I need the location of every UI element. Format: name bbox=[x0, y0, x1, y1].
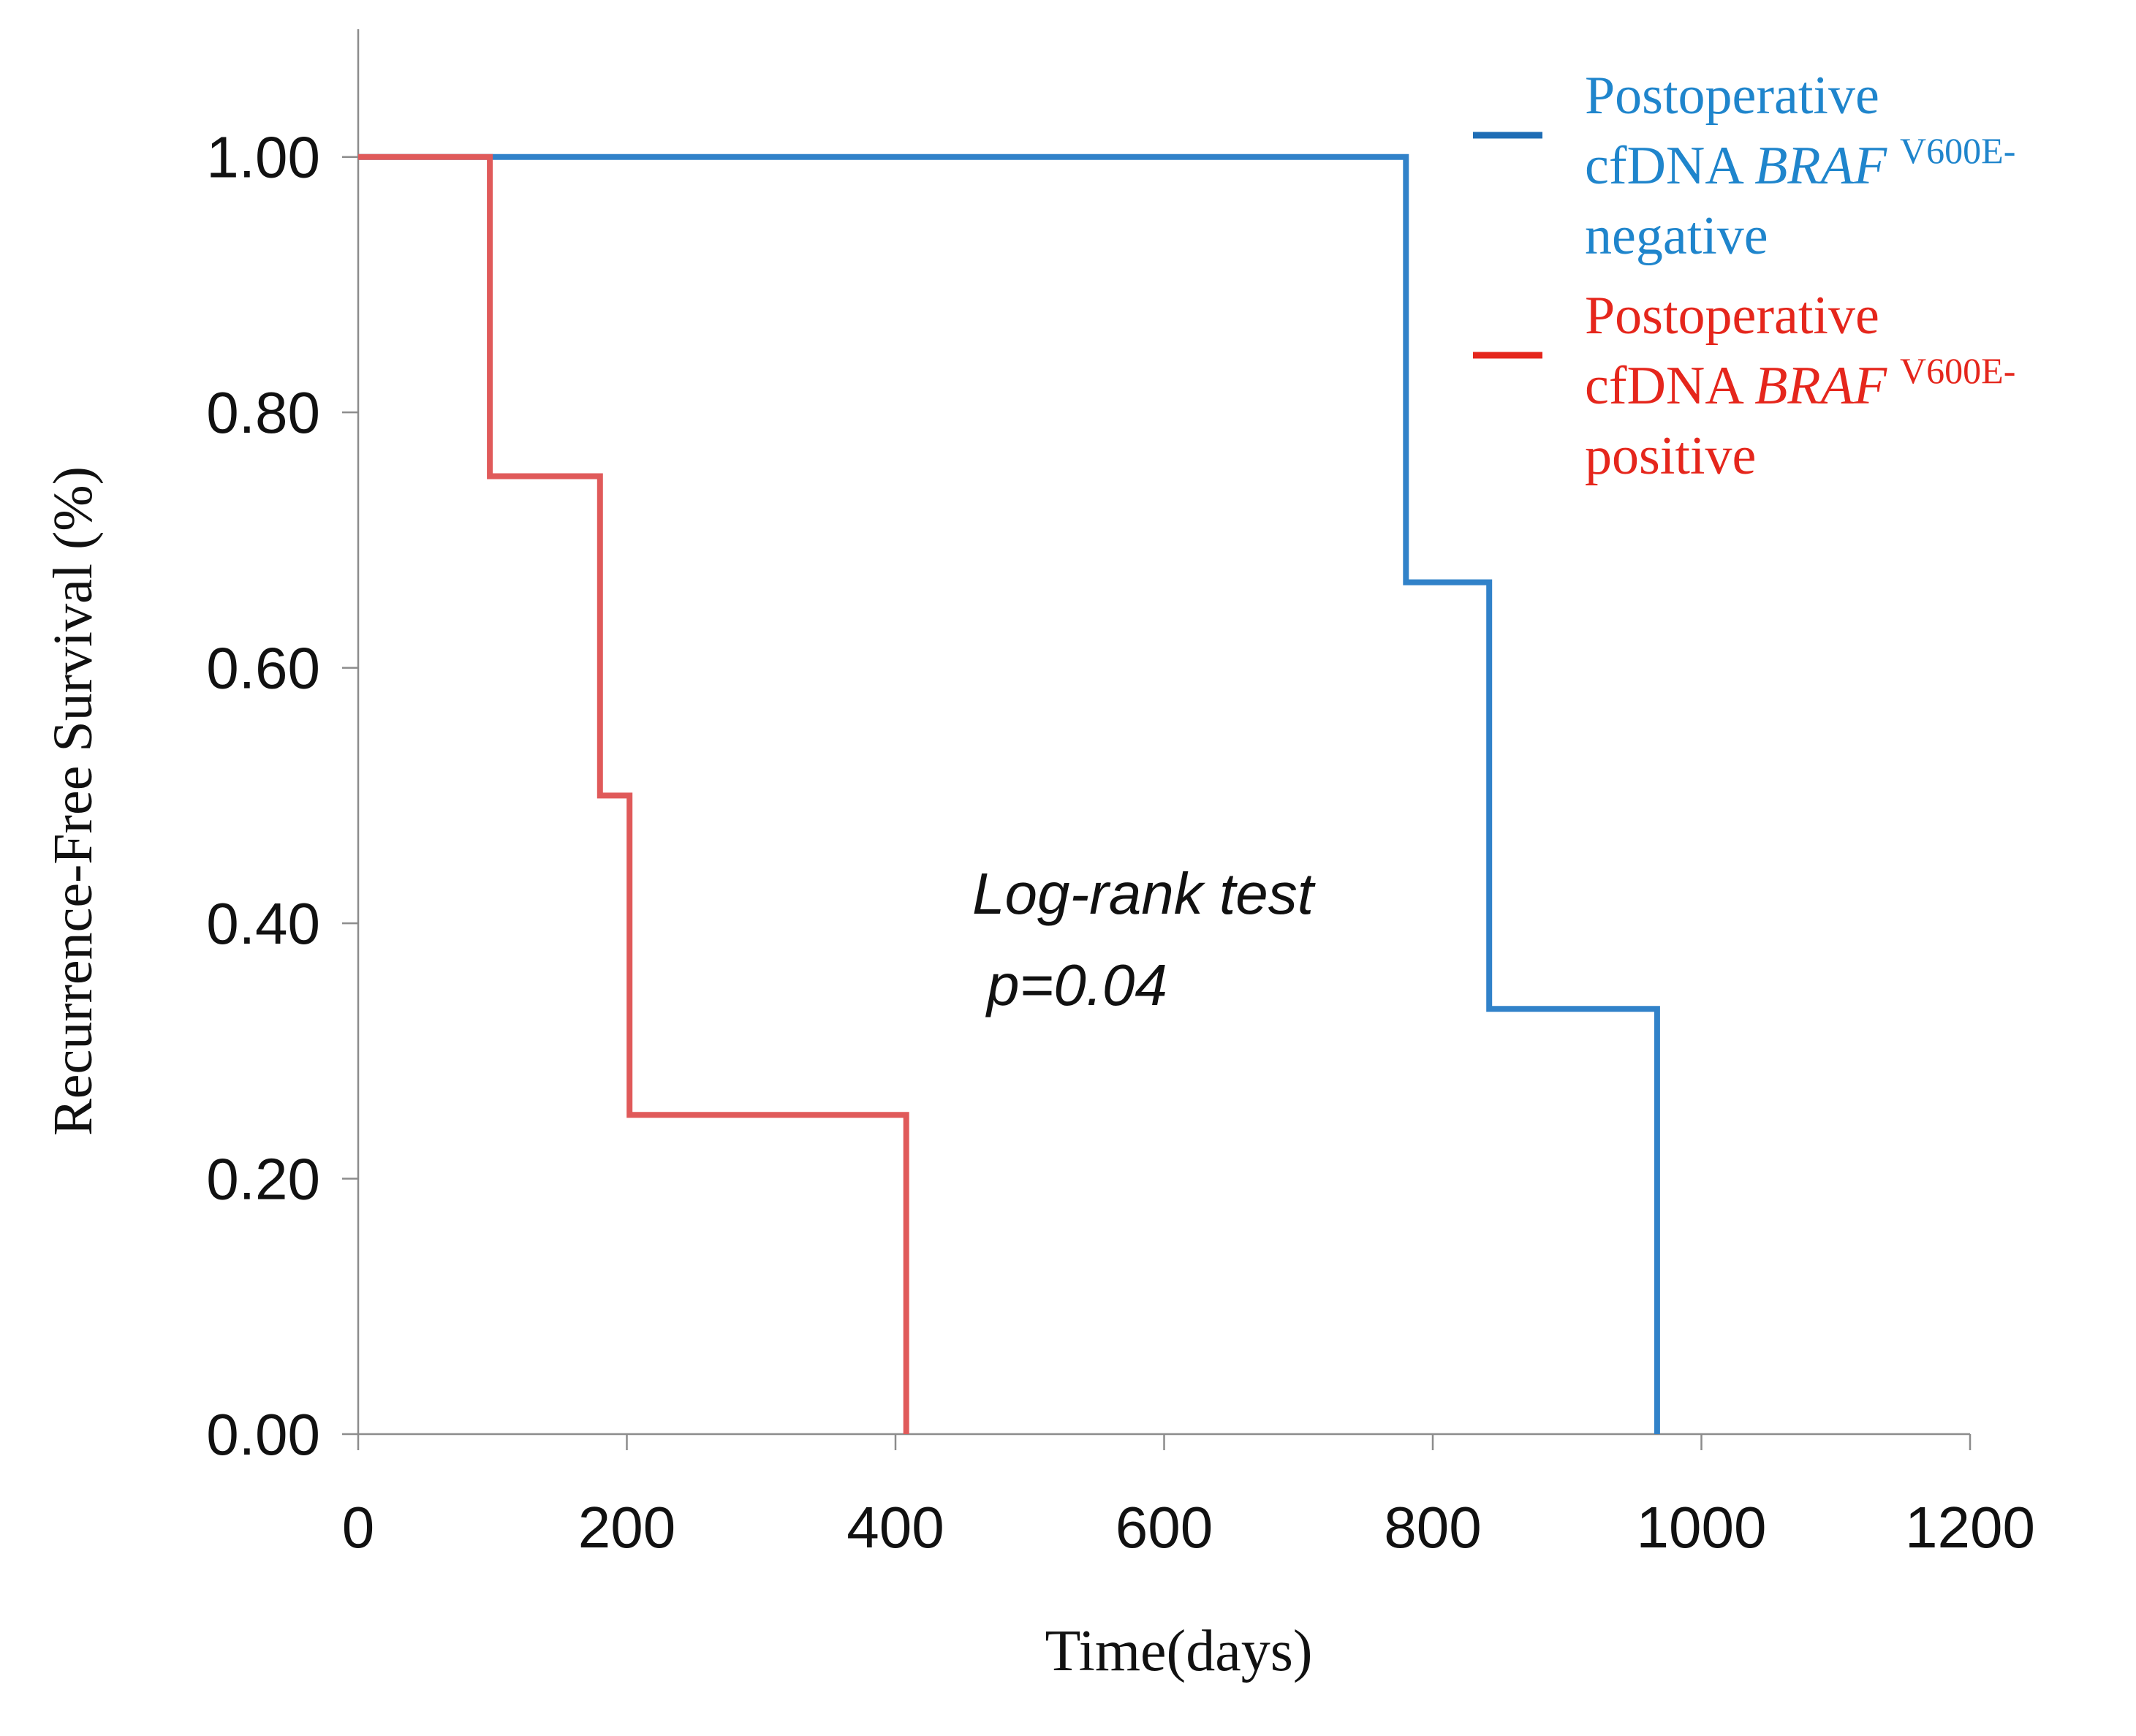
legend-label-line: negative bbox=[1585, 206, 1768, 266]
annotation-test-name: Log-rank test bbox=[972, 861, 1316, 926]
x-tick-label: 1200 bbox=[1905, 1495, 2035, 1560]
x-tick-label: 600 bbox=[1116, 1495, 1213, 1560]
x-axis-label: Time(days) bbox=[1045, 1619, 1313, 1683]
x-tick-label: 800 bbox=[1384, 1495, 1481, 1560]
x-axis-ticks: 0 200 400 600 800 1000 1200 bbox=[342, 1434, 2035, 1560]
logrank-annotation: Log-rank test p=0.04 bbox=[972, 861, 1316, 1017]
legend-label-line: Postoperative bbox=[1585, 286, 1879, 346]
x-tick-label: 1000 bbox=[1637, 1495, 1767, 1560]
y-tick-label: 0.60 bbox=[206, 636, 320, 701]
legend-label-line: positive bbox=[1585, 426, 1756, 486]
y-tick-label: 0.00 bbox=[206, 1402, 320, 1467]
x-tick-label: 400 bbox=[847, 1495, 944, 1560]
x-tick-label: 0 bbox=[342, 1495, 375, 1560]
y-tick-label: 0.80 bbox=[206, 380, 320, 445]
series-line-negative bbox=[358, 153, 1660, 1434]
series-line-positive bbox=[358, 153, 909, 1434]
legend-label-line: cfDNA BRAF V600E- bbox=[1585, 130, 2015, 196]
series-lines bbox=[358, 153, 1660, 1434]
y-tick-label: 0.20 bbox=[206, 1147, 320, 1212]
annotation-p-value: p=0.04 bbox=[985, 952, 1167, 1017]
y-axis-label: Recurrence-Free Survival (%) bbox=[42, 466, 104, 1136]
legend-label-line: cfDNA BRAF V600E- bbox=[1585, 350, 2015, 416]
y-tick-label: 1.00 bbox=[206, 125, 320, 190]
y-axis-ticks: 0.00 0.20 0.40 0.60 0.80 1.00 bbox=[206, 125, 358, 1467]
legend-label-line: Postoperative bbox=[1585, 66, 1879, 126]
y-tick-label: 0.40 bbox=[206, 891, 320, 956]
x-tick-label: 200 bbox=[578, 1495, 675, 1560]
